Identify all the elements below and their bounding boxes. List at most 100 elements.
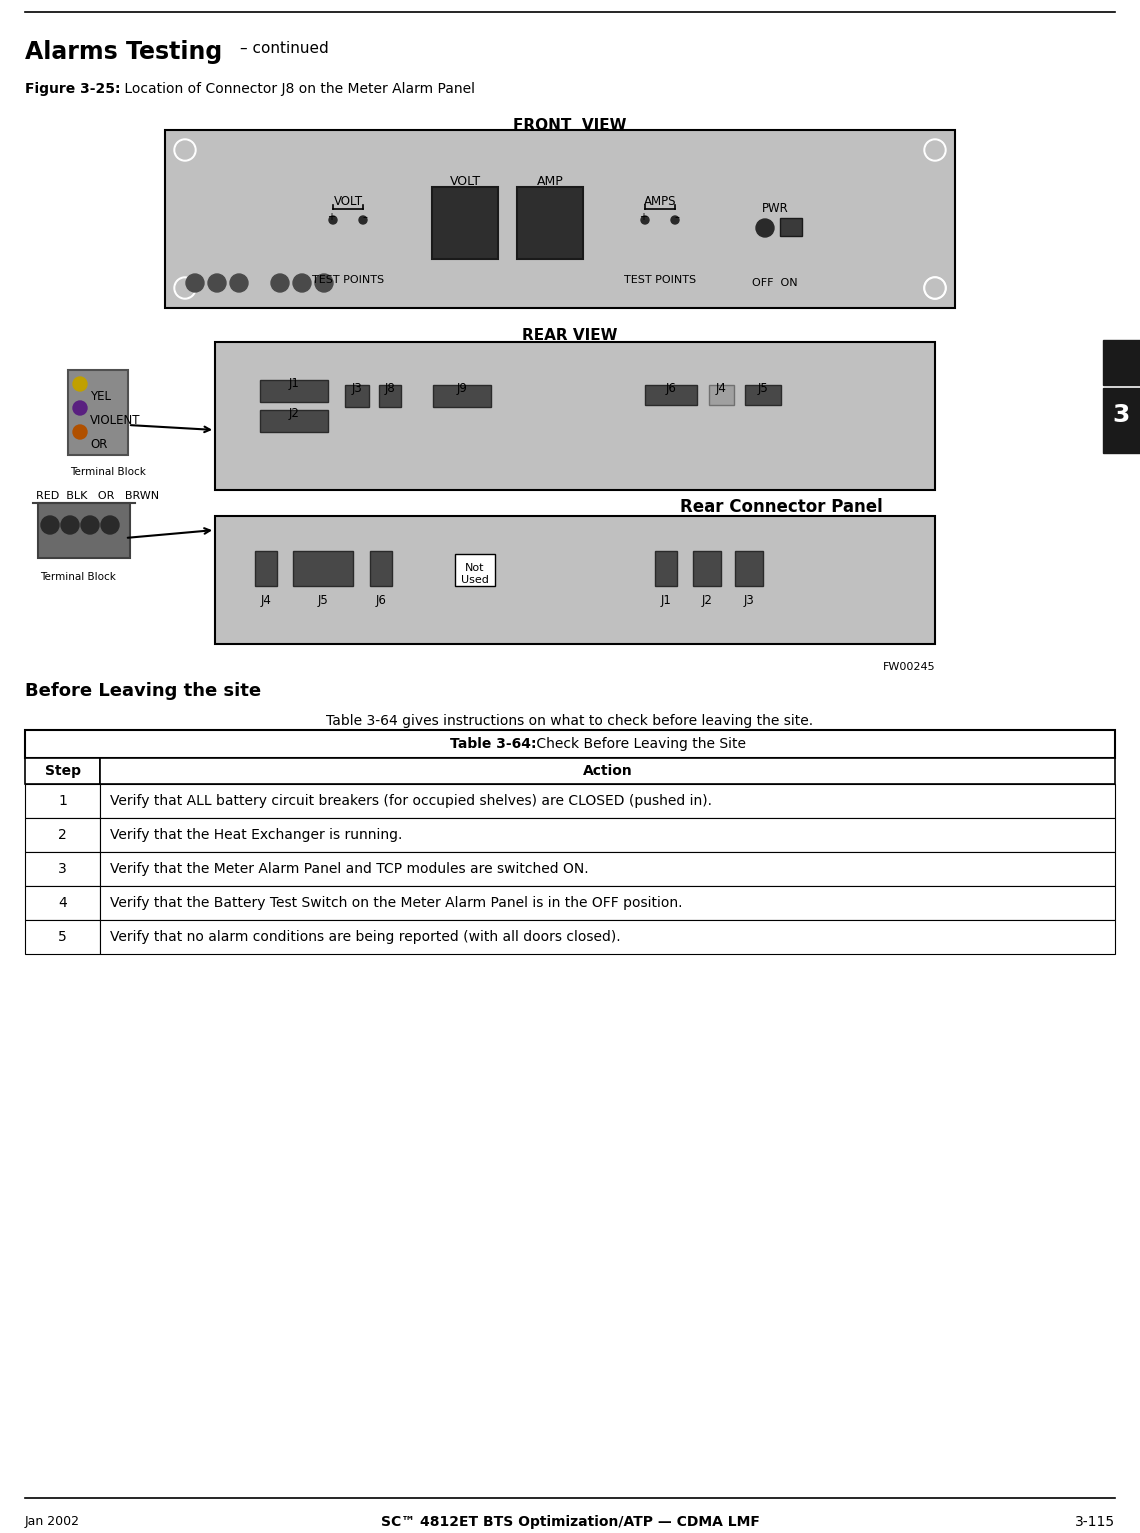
Text: J2: J2 — [288, 406, 300, 420]
Text: VOLT: VOLT — [333, 195, 363, 208]
Text: 2: 2 — [58, 828, 67, 842]
Bar — [100, 852, 1115, 886]
Bar — [25, 783, 100, 819]
Text: AMP: AMP — [537, 175, 563, 189]
Text: J3: J3 — [351, 382, 363, 396]
Text: 3-115: 3-115 — [1075, 1515, 1115, 1528]
Circle shape — [671, 216, 679, 224]
Text: VIOLENT: VIOLENT — [90, 414, 140, 428]
Bar — [215, 517, 935, 644]
Bar — [25, 852, 100, 886]
Circle shape — [207, 274, 226, 291]
Text: +: + — [640, 212, 648, 222]
Circle shape — [81, 517, 99, 533]
Circle shape — [925, 277, 946, 299]
Bar — [260, 380, 328, 402]
Text: J6: J6 — [375, 593, 386, 607]
Text: J2: J2 — [701, 593, 712, 607]
Text: Action: Action — [583, 763, 633, 779]
Bar — [693, 550, 720, 586]
Circle shape — [926, 279, 944, 297]
Bar — [100, 783, 1115, 819]
Bar — [165, 130, 955, 308]
Circle shape — [73, 425, 87, 438]
Text: –: – — [675, 212, 679, 222]
Text: VOLT: VOLT — [449, 175, 481, 189]
Bar — [1104, 388, 1140, 452]
Bar — [746, 385, 781, 405]
Bar — [518, 187, 583, 259]
Text: TEST POINTS: TEST POINTS — [312, 274, 384, 285]
Circle shape — [176, 141, 194, 159]
Text: Verify that the Heat Exchanger is running.: Verify that the Heat Exchanger is runnin… — [109, 828, 402, 842]
Bar — [100, 757, 1115, 783]
Text: 3: 3 — [58, 862, 67, 875]
Bar — [100, 886, 1115, 920]
Text: AMPS: AMPS — [644, 195, 676, 208]
Bar — [255, 550, 277, 586]
Bar — [68, 369, 128, 455]
Circle shape — [174, 277, 196, 299]
Circle shape — [73, 402, 87, 415]
Circle shape — [73, 377, 87, 391]
Bar — [100, 920, 1115, 954]
Text: Alarms Testing: Alarms Testing — [25, 40, 222, 64]
Text: Table 3-64 gives instructions on what to check before leaving the site.: Table 3-64 gives instructions on what to… — [326, 714, 814, 728]
Bar — [433, 385, 491, 406]
Text: Not: Not — [465, 563, 484, 573]
Circle shape — [756, 219, 774, 238]
Bar — [25, 757, 100, 783]
Text: Verify that the Battery Test Switch on the Meter Alarm Panel is in the OFF posit: Verify that the Battery Test Switch on t… — [109, 895, 683, 911]
Text: J1: J1 — [660, 593, 671, 607]
Text: J5: J5 — [318, 593, 328, 607]
Text: –: – — [363, 212, 367, 222]
Bar — [38, 503, 130, 558]
Text: Terminal Block: Terminal Block — [70, 468, 146, 477]
Circle shape — [186, 274, 204, 291]
Bar — [100, 819, 1115, 852]
Bar — [709, 385, 734, 405]
Text: Table 3-64:: Table 3-64: — [450, 737, 537, 751]
Text: J4: J4 — [716, 382, 726, 396]
Text: Verify that ALL battery circuit breakers (for occupied shelves) are CLOSED (push: Verify that ALL battery circuit breakers… — [109, 794, 712, 808]
Text: 3: 3 — [1113, 403, 1130, 428]
Circle shape — [925, 140, 946, 161]
Circle shape — [293, 274, 311, 291]
Text: J4: J4 — [261, 593, 271, 607]
Text: Before Leaving the site: Before Leaving the site — [25, 682, 261, 701]
Circle shape — [329, 216, 337, 224]
Circle shape — [641, 216, 649, 224]
Circle shape — [925, 277, 946, 299]
Text: OR: OR — [90, 438, 107, 451]
Text: J8: J8 — [384, 382, 396, 396]
Text: Rear Connector Panel: Rear Connector Panel — [679, 498, 882, 517]
Text: Check Before Leaving the Site: Check Before Leaving the Site — [532, 737, 746, 751]
Bar — [378, 385, 401, 406]
Text: RED  BLK   OR   BRWN: RED BLK OR BRWN — [36, 491, 160, 501]
Bar — [345, 385, 369, 406]
Text: Location of Connector J8 on the Meter Alarm Panel: Location of Connector J8 on the Meter Al… — [120, 81, 475, 97]
Text: +: + — [327, 212, 335, 222]
Bar — [455, 553, 495, 586]
Text: REAR VIEW: REAR VIEW — [522, 328, 618, 343]
Bar — [735, 550, 763, 586]
Text: Terminal Block: Terminal Block — [40, 572, 116, 583]
Circle shape — [926, 279, 944, 297]
Text: TEST POINTS: TEST POINTS — [624, 274, 697, 285]
Circle shape — [174, 140, 196, 161]
Bar — [656, 550, 677, 586]
Text: Step: Step — [44, 763, 81, 779]
Circle shape — [41, 517, 59, 533]
Bar — [25, 819, 100, 852]
Text: J9: J9 — [456, 382, 467, 396]
Circle shape — [271, 274, 290, 291]
Text: OFF  ON: OFF ON — [752, 277, 798, 288]
Text: 1: 1 — [58, 794, 67, 808]
Text: YEL: YEL — [90, 389, 111, 403]
Bar — [25, 730, 1115, 757]
Text: – continued: – continued — [241, 41, 328, 57]
Text: Jan 2002: Jan 2002 — [25, 1515, 80, 1528]
Text: J5: J5 — [758, 382, 768, 396]
Circle shape — [926, 141, 944, 159]
Text: Figure 3-25:: Figure 3-25: — [25, 81, 121, 97]
